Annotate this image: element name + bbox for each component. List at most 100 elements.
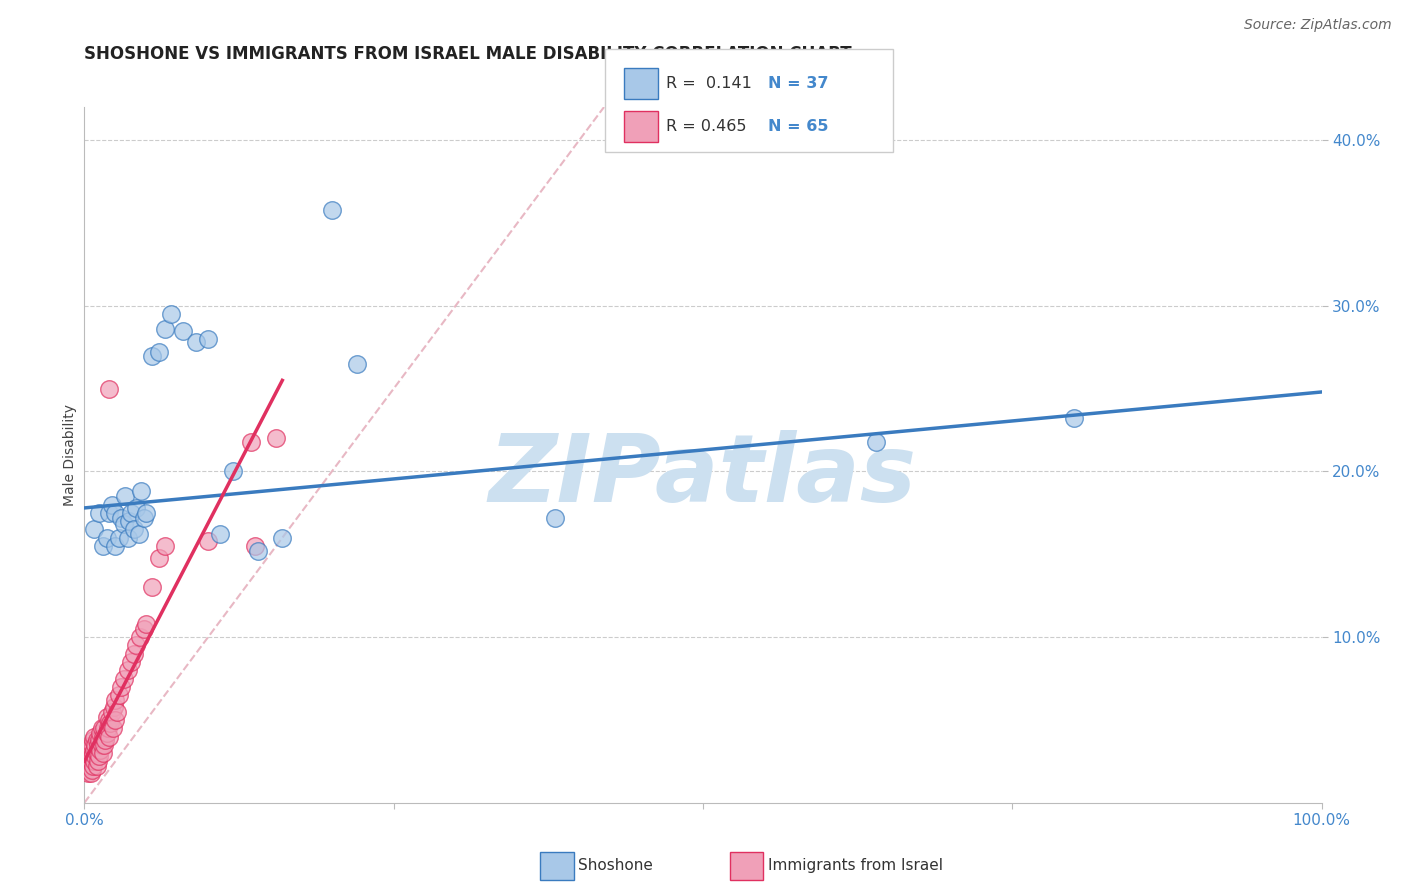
Point [117,531,139,545]
Point [104,693,127,707]
Point [543,511,565,525]
Point [91,730,114,744]
Point [184,335,207,350]
Text: N = 65: N = 65 [768,119,828,134]
Point [83,743,105,757]
Point [128,527,150,541]
Point [98,713,121,727]
Point [105,705,128,719]
Point [100,705,122,719]
Point [104,506,127,520]
Point [91,746,114,760]
Point [114,489,136,503]
Point [80,749,103,764]
Point [76,763,98,777]
Point [89,743,111,757]
Point [148,550,170,565]
Point [93,721,115,735]
Point [90,721,112,735]
Text: SHOSHONE VS IMMIGRANTS FROM ISRAEL MALE DISABILITY CORRELATION CHART: SHOSHONE VS IMMIGRANTS FROM ISRAEL MALE … [84,45,852,62]
Point [148,345,170,359]
Point [82,746,104,760]
Point [125,500,148,515]
Point [118,514,141,528]
Point [112,672,135,686]
Point [96,726,118,740]
Point [271,531,294,545]
Point [129,630,152,644]
Point [132,622,155,636]
Point [79,766,101,780]
Point [82,759,104,773]
Y-axis label: Male Disability: Male Disability [63,404,77,506]
Point [346,357,368,371]
Point [91,539,114,553]
Point [89,506,111,520]
Point [172,324,194,338]
Point [90,738,112,752]
Point [153,539,176,553]
Point [86,732,108,747]
Point [89,726,111,740]
Point [132,511,155,525]
Point [240,434,263,449]
Point [135,616,157,631]
Point [243,539,266,553]
Point [79,743,101,757]
Point [246,544,269,558]
Point [83,730,105,744]
Point [80,763,103,777]
Point [77,766,100,780]
Text: Shoshone: Shoshone [578,858,652,872]
Point [197,332,219,346]
Point [84,738,107,752]
Point [86,746,108,760]
Point [122,647,145,661]
Point [264,431,287,445]
Point [125,639,148,653]
Point [82,732,104,747]
Point [96,531,118,545]
Point [141,581,163,595]
Point [96,709,118,723]
Text: R =  0.141: R = 0.141 [666,76,752,91]
Point [110,511,132,525]
Point [865,434,887,449]
Point [104,713,127,727]
Point [98,506,121,520]
Point [104,539,127,553]
Point [89,732,111,747]
Text: R = 0.465: R = 0.465 [666,119,747,134]
Point [197,534,219,549]
Point [94,732,117,747]
Text: Source: ZipAtlas.com: Source: ZipAtlas.com [1244,18,1392,32]
Text: Immigrants from Israel: Immigrants from Israel [768,858,942,872]
Point [135,506,157,520]
Point [108,688,131,702]
Point [110,680,132,694]
Point [103,699,125,714]
Point [321,202,343,217]
Point [108,531,131,545]
Point [117,663,139,677]
Point [83,755,105,769]
Point [97,721,120,735]
Point [209,527,232,541]
Point [222,465,245,479]
Point [120,655,142,669]
Point [80,738,103,752]
Point [98,382,121,396]
Point [98,716,121,731]
Text: ZIPatlas: ZIPatlas [489,430,917,522]
Point [129,484,152,499]
Point [83,523,105,537]
Point [160,307,183,321]
Point [79,746,101,760]
Point [87,755,110,769]
Point [84,749,107,764]
Point [153,322,176,336]
Point [122,523,145,537]
Point [141,349,163,363]
Point [89,749,111,764]
Point [86,759,108,773]
